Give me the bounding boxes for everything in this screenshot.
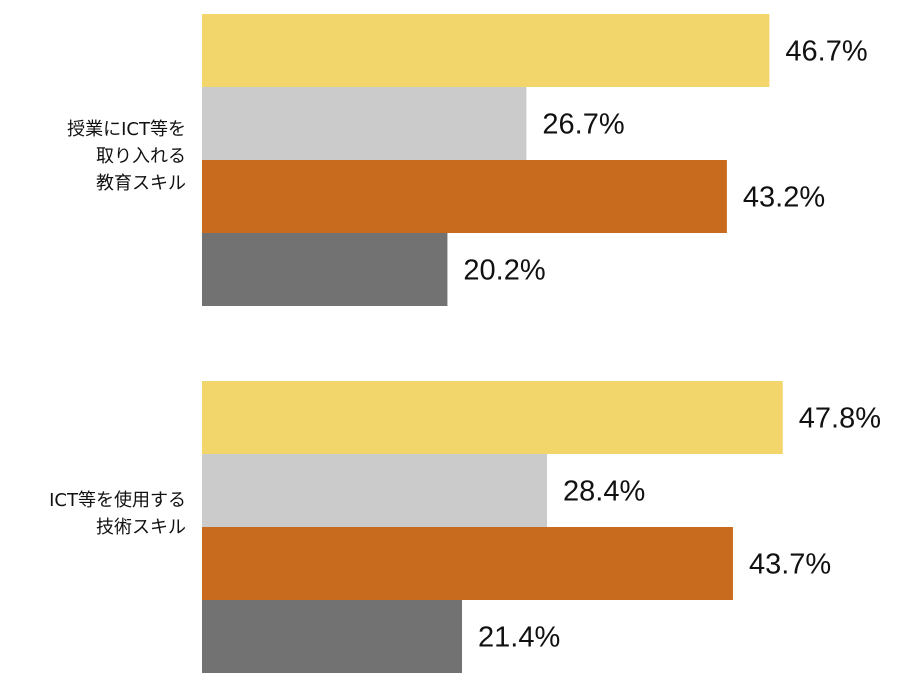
data-label: 20.2% bbox=[463, 255, 545, 287]
category-label-line: ICT等を使用する bbox=[49, 490, 186, 511]
bar bbox=[202, 160, 727, 233]
category-label: 授業にICT等を 取り入れる 教育スキル bbox=[67, 116, 186, 197]
data-label: 43.2% bbox=[743, 182, 825, 214]
bar bbox=[202, 381, 783, 454]
category-label-line: 技術スキル bbox=[96, 517, 186, 538]
category-label-line: 取り入れる bbox=[96, 146, 186, 167]
category-label-line: 授業にICT等を bbox=[67, 119, 186, 140]
category-label: ICT等を使用する 技術スキル bbox=[49, 487, 186, 541]
data-label: 43.7% bbox=[749, 549, 831, 581]
data-label: 28.4% bbox=[563, 476, 645, 508]
bar bbox=[202, 14, 770, 87]
data-label: 46.7% bbox=[785, 36, 867, 68]
data-label: 26.7% bbox=[542, 109, 624, 141]
bar bbox=[202, 600, 463, 673]
category-label-line: 教育スキル bbox=[96, 173, 186, 194]
data-label: 21.4% bbox=[478, 622, 560, 654]
bar bbox=[202, 87, 527, 160]
bar bbox=[202, 233, 448, 306]
bar bbox=[202, 454, 548, 527]
bar bbox=[202, 527, 733, 600]
data-label: 47.8% bbox=[799, 403, 881, 435]
